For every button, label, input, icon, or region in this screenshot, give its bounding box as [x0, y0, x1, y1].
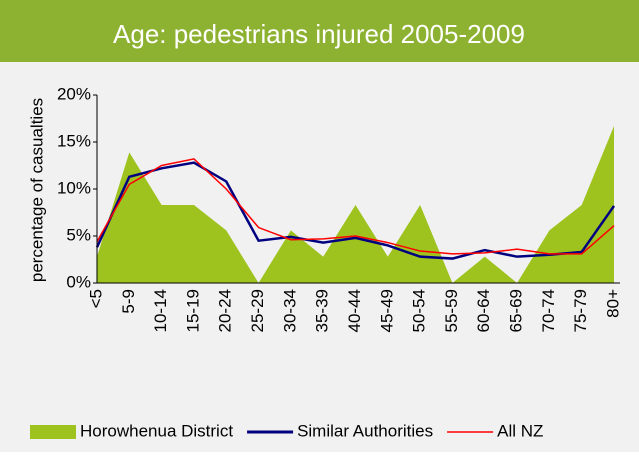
y-tick-label: 0% [66, 272, 91, 291]
x-tick-label: 50-54 [410, 289, 429, 332]
y-tick-label: 5% [66, 225, 91, 244]
x-tick-label: 60-64 [474, 289, 493, 332]
x-tick-label: 35-39 [313, 289, 332, 332]
x-tick-label: 40-44 [345, 289, 364, 332]
x-tick-label: 75-79 [571, 289, 590, 332]
x-tick-label: 45-49 [377, 289, 396, 332]
x-tick-label: 55-59 [442, 289, 461, 332]
x-tick-label: 65-69 [507, 289, 526, 332]
legend-swatch [30, 425, 76, 439]
legend-label: Horowhenua District [80, 421, 233, 440]
x-tick-label: 30-34 [280, 289, 299, 332]
title-bar [0, 0, 639, 62]
x-tick-label: 5-9 [119, 289, 138, 314]
x-tick-label: 15-19 [183, 289, 202, 332]
y-tick-label: 20% [57, 84, 91, 103]
area [97, 126, 614, 284]
x-tick-label: 20-24 [216, 289, 235, 332]
y-tick-label: 10% [57, 178, 91, 197]
x-tick-label: 25-29 [248, 289, 267, 332]
chart-title: Age: pedestrians injured 2005-2009 [113, 19, 525, 49]
line [95, 161, 616, 260]
legend-label: Similar Authorities [297, 421, 433, 440]
y-tick-label: 15% [57, 131, 91, 150]
line [96, 158, 615, 255]
x-tick-label: <5 [86, 289, 105, 308]
legend-label: All NZ [497, 421, 543, 440]
x-tick-label: 80+ [603, 289, 622, 318]
x-tick-label: 70-74 [539, 289, 558, 332]
y-axis-label: percentage of casualties [27, 98, 46, 282]
x-tick-label: 10-14 [151, 289, 170, 332]
